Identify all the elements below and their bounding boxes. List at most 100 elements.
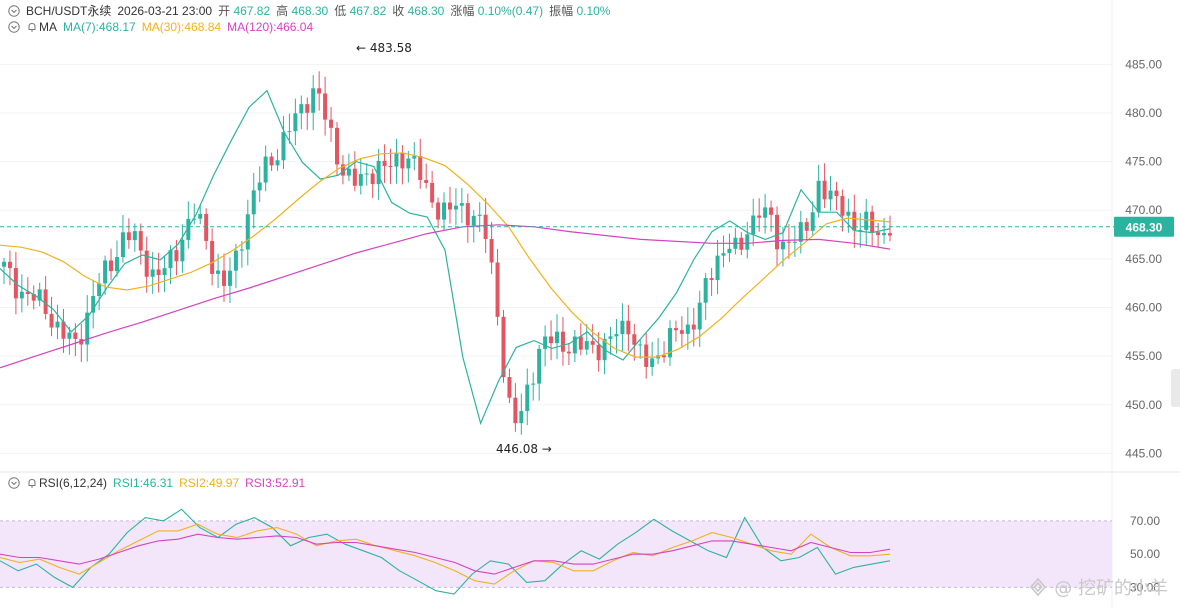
candle-body (418, 156, 423, 181)
price-tick-label: 460.00 (1125, 301, 1162, 315)
bell-icon[interactable] (26, 21, 38, 33)
candle-body (608, 336, 613, 339)
candle-body (91, 296, 96, 313)
watermark-text: @ 挖矿的小羊 (1054, 578, 1168, 599)
high-annotation: ← 483.58 (356, 41, 412, 55)
candle-body (786, 241, 791, 243)
candle-body (727, 248, 732, 254)
price-axis: 485.00 480.00 475.00 470.00 465.00 460.00 455.… (0, 57, 1174, 460)
candle-body (412, 156, 417, 159)
candle-body (566, 351, 571, 354)
candle-body (358, 174, 363, 186)
low-value: 467.82 (349, 4, 387, 18)
candle-body (144, 250, 149, 277)
ma30-line (0, 152, 891, 358)
candle-body (317, 88, 322, 94)
candle-body (400, 152, 405, 169)
chevron-icon[interactable] (8, 4, 20, 17)
rsi2-value: RSI2:49.97 (179, 476, 240, 490)
candle-body (822, 180, 827, 200)
candle-body (555, 331, 560, 344)
close-value: 468.30 (407, 4, 445, 18)
candle-body (870, 211, 875, 233)
ma7-value: MA(7):468.17 (63, 20, 136, 34)
candle-body (596, 344, 601, 361)
candle-body (192, 218, 197, 220)
annotations: ← 483.58 446.08 → (356, 41, 552, 456)
candle-body (632, 334, 637, 345)
price-tick-label: 445.00 (1125, 446, 1162, 460)
candle-body (19, 291, 24, 299)
rsi-tick-label: 70.00 (1130, 514, 1160, 528)
candle-body (239, 249, 244, 251)
candle-body (311, 88, 316, 113)
ma120-value: MA(120):466.04 (227, 20, 314, 34)
candle-body (769, 207, 774, 215)
candle-body (679, 330, 684, 334)
candle-body (204, 213, 209, 242)
price-tick-label: 450.00 (1125, 398, 1162, 412)
candle-body (269, 156, 274, 166)
candle-body (572, 336, 577, 354)
chevron-icon[interactable] (8, 21, 20, 33)
candle-body (489, 238, 494, 263)
candle-body (638, 344, 643, 346)
candle-body (864, 211, 869, 230)
candle-body (614, 334, 619, 337)
scroll-handle[interactable] (1171, 369, 1180, 407)
candle-body (222, 270, 227, 286)
change-label: 涨幅 (450, 4, 475, 18)
candle-body (49, 313, 54, 328)
candle-body (685, 324, 690, 334)
open-value: 467.82 (233, 4, 271, 18)
candle-body (828, 190, 833, 200)
candle-body (590, 341, 595, 345)
candle-body (126, 232, 131, 241)
candle-body (459, 203, 464, 206)
candle-body (578, 336, 583, 350)
candle-body (120, 232, 125, 258)
candle-body (43, 289, 48, 314)
candle-body (323, 93, 328, 120)
candle-body (156, 269, 161, 276)
amp-label: 振幅 (549, 4, 574, 18)
candle-body (293, 113, 298, 132)
candle-body (97, 283, 102, 297)
candlestick-series (2, 71, 892, 435)
chevron-icon[interactable] (8, 477, 20, 489)
candle-body (858, 229, 863, 231)
candle-body (584, 341, 589, 350)
candle-body (775, 214, 780, 250)
candle-body (424, 180, 429, 183)
rsi1-line (0, 508, 891, 595)
candle-body (257, 182, 262, 191)
ma120-line (0, 224, 891, 369)
candle-body (519, 411, 524, 424)
candle-body (263, 156, 268, 183)
candle-body (25, 291, 30, 294)
price-tick-label: 480.00 (1125, 106, 1162, 120)
bell-icon[interactable] (26, 477, 38, 489)
candle-body (846, 211, 851, 216)
candle-body (852, 211, 857, 231)
high-label: 高 (276, 4, 289, 18)
rsi3-line (0, 533, 891, 575)
candle-body (816, 180, 821, 213)
candle-body (287, 131, 292, 133)
candle-body (673, 328, 678, 331)
candle-body (346, 168, 351, 176)
close-label: 收 (392, 4, 405, 18)
candle-body (275, 160, 280, 166)
candle-body (549, 336, 554, 344)
candle-body (370, 173, 375, 185)
candle-body (138, 231, 143, 251)
candle-body (352, 168, 357, 186)
candle-body (442, 202, 447, 220)
candle-body (31, 293, 36, 301)
candle-body (61, 321, 66, 339)
candle-body (453, 205, 458, 210)
candle-body (840, 196, 845, 216)
candle-body (667, 328, 672, 358)
candle-body (227, 270, 232, 286)
